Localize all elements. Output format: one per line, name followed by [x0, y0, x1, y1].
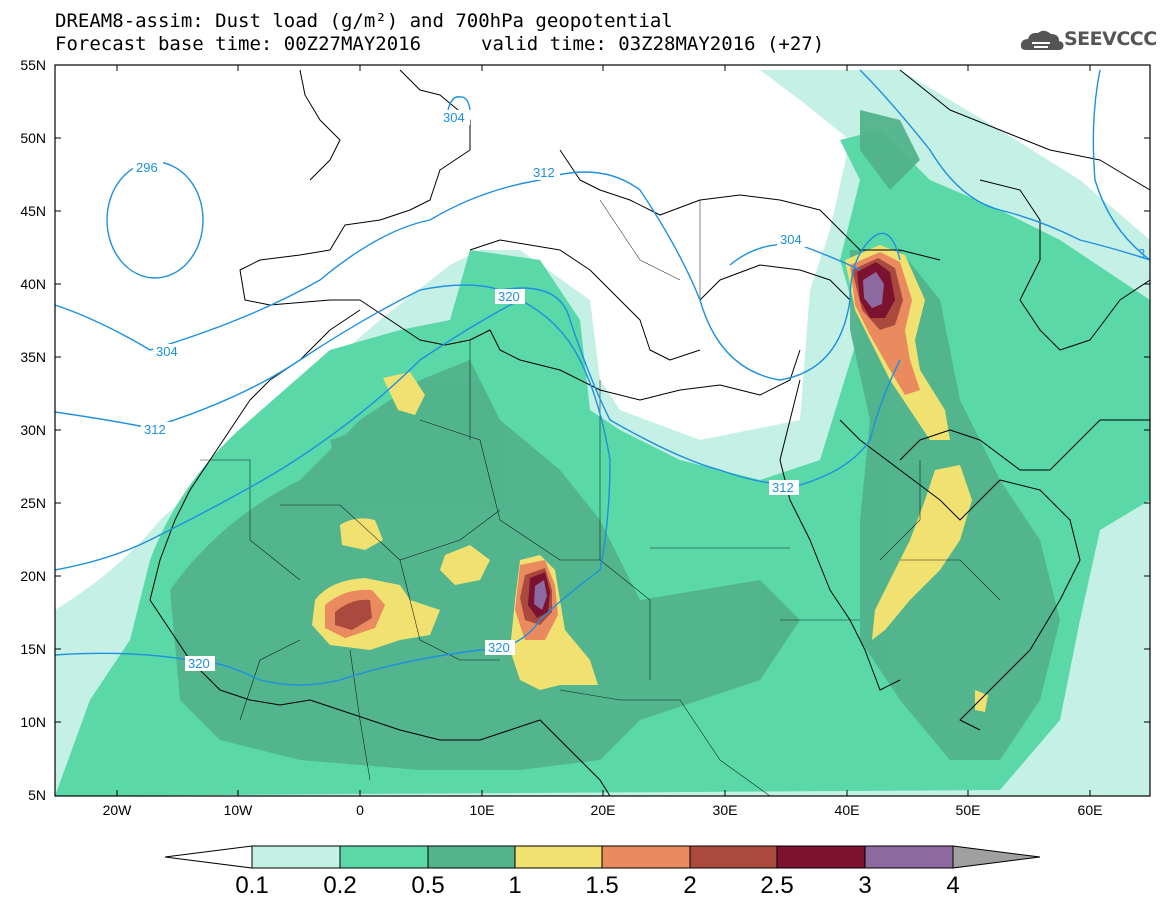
borders [200, 199, 1001, 796]
colorbar-label-0.2: 0.2 [323, 872, 357, 899]
colorbar-swatch-3 [864, 845, 954, 869]
colorbar-label-0.5: 0.5 [411, 872, 445, 899]
forecast-base-time: Forecast base time: 00Z27MAY2016 [55, 33, 422, 55]
colorbar-label-1.5: 1.5 [585, 872, 619, 899]
lon-label-20w: 20W [102, 802, 132, 818]
contour-label-320-north: 320 [498, 289, 520, 304]
lon-label-0: 0 [356, 802, 364, 818]
colorbar-label-2: 2 [683, 872, 697, 899]
contour-label-312-north: 312 [533, 165, 555, 180]
colorbar-swatch-2.5 [776, 845, 866, 869]
contour-label-312-west: 312 [144, 422, 166, 437]
lat-label-50n: 50N [20, 130, 46, 146]
colorbar-label-3: 3 [858, 872, 872, 899]
colorbar-label-2.5: 2.5 [760, 872, 794, 899]
colorbar-swatch-1 [514, 845, 603, 869]
lon-label-10w: 10W [223, 802, 253, 818]
cloud-icon [1020, 30, 1064, 50]
colorbar-label-1: 1 [508, 872, 522, 899]
tick-marks [55, 64, 1150, 797]
lon-label-20e: 20E [590, 802, 616, 818]
lon-label-40e: 40E [834, 802, 860, 818]
contour-label-320-west: 320 [188, 656, 210, 671]
contour-label-312-east: 312 [772, 480, 794, 495]
lon-label-10e: 10E [469, 802, 495, 818]
lat-label-10n: 10N [20, 714, 46, 730]
contour-labels: 296 304 304 304 312 312 312 320 320 320 … [133, 110, 1145, 671]
contour-label-296: 296 [136, 160, 158, 175]
dust-layer-3 [534, 272, 884, 610]
colorbar-swatch-0.1 [251, 845, 341, 869]
colorbar-swatch-0.2 [339, 845, 429, 869]
lat-label-45n: 45N [20, 203, 46, 219]
contour-label-304-west: 304 [156, 344, 178, 359]
colorbar-label-0.1: 0.1 [235, 872, 269, 899]
lat-label-5n: 5N [28, 787, 46, 803]
colorbar-swatch-0.5 [427, 845, 516, 869]
contour-label-edge: 3 [1138, 246, 1145, 261]
lat-label-55n: 55N [20, 57, 46, 73]
contour-label-304-north: 304 [443, 110, 465, 125]
lon-label-50e: 50E [955, 802, 981, 818]
lat-label-20n: 20N [20, 568, 46, 584]
logo-text: SEEVCCC [1064, 28, 1157, 50]
colorbar-label-4: 4 [946, 872, 960, 899]
colorbar-swatch-2 [689, 845, 778, 869]
lat-label-15n: 15N [20, 641, 46, 657]
lat-label-25n: 25N [20, 495, 46, 511]
colorbar-swatch-1.5 [601, 845, 691, 869]
lon-label-60e: 60E [1077, 802, 1103, 818]
contour-label-304-east: 304 [780, 232, 802, 247]
contour-label-320-south: 320 [488, 640, 510, 655]
colorbar [164, 845, 1041, 869]
lon-label-30e: 30E [712, 802, 738, 818]
lat-label-40n: 40N [20, 276, 46, 292]
lat-label-35n: 35N [20, 349, 46, 365]
map-title: DREAM8-assim: Dust load (g/m²) and 700hP… [55, 10, 673, 32]
valid-time: valid time: 03Z28MAY2016 (+27) [481, 33, 825, 55]
geopotential-contours [55, 69, 1150, 686]
lat-label-30n: 30N [20, 422, 46, 438]
